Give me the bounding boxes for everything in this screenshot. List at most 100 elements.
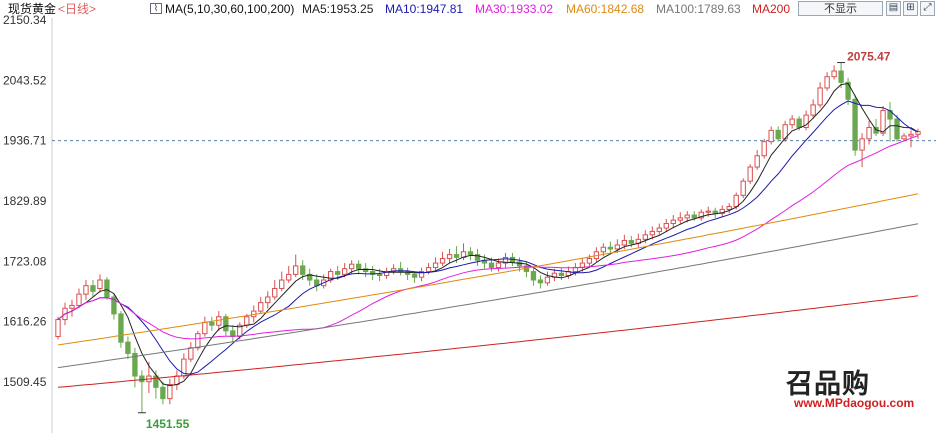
candle-down [838, 70, 844, 83]
candle-down [467, 251, 474, 256]
candle-down [104, 279, 110, 298]
expand-icon[interactable]: ⤢ [920, 1, 935, 16]
candle-down [894, 118, 900, 140]
candle-up [789, 118, 795, 126]
candle-up [279, 279, 285, 289]
candle-up [733, 194, 739, 208]
candle-down [474, 254, 481, 261]
candle-up [901, 135, 907, 140]
candle-up [754, 155, 760, 168]
low-label: 1451.55 [146, 417, 190, 431]
candle-up [272, 287, 278, 298]
candle-down [558, 272, 565, 276]
chart-settings-icon[interactable]: ▤ [886, 1, 901, 16]
y-tick-label: 1829.89 [3, 194, 47, 208]
candle-down [153, 375, 159, 388]
grid-icon[interactable]: ⊞ [903, 1, 918, 16]
candle-up [810, 104, 816, 116]
ma10-line [57, 100, 919, 375]
y-tick-label: 2043.52 [3, 73, 47, 87]
candle-up [244, 316, 250, 326]
candle-up [167, 384, 173, 400]
high-label: 2075.47 [847, 50, 891, 64]
ma60-value: MA60:1842.68 [566, 2, 645, 16]
candle-up [425, 267, 432, 273]
candle-up [740, 180, 746, 196]
candle-up [621, 239, 628, 246]
ma5-line [57, 82, 919, 387]
candle-down [712, 210, 718, 214]
candle-down [125, 341, 131, 354]
candle-up [432, 262, 439, 269]
y-tick-label: 1616.26 [3, 315, 47, 329]
candle-down [530, 271, 537, 281]
candle-up [265, 296, 271, 304]
watermark-logo: 召品购 [786, 369, 870, 400]
candle-down [852, 98, 858, 151]
candle-down [537, 279, 544, 284]
candle-down [376, 273, 383, 276]
candle-up [726, 206, 732, 210]
candle-up [698, 211, 704, 219]
ma10-value: MA10:1947.81 [385, 2, 464, 16]
candle-up [202, 321, 208, 335]
chart-header: 现货黄金 <日线> ⌇ MA(5,10,30,60,100,200) MA5:1… [0, 0, 936, 18]
candle-down [209, 321, 215, 326]
candle-up [768, 129, 774, 143]
candle-up [663, 223, 669, 229]
candle-down [307, 273, 313, 281]
candle-down [488, 262, 495, 269]
candle-up [656, 227, 662, 232]
watermark: 召品购 www.MPdaogou.com [786, 362, 916, 412]
candle-down [516, 261, 523, 267]
ma-indicator-icon[interactable]: ⌇ [150, 3, 162, 14]
y-tick-label: 1509.45 [3, 375, 47, 389]
candle-down [355, 263, 362, 270]
candle-up [824, 76, 830, 89]
candle-down [453, 254, 460, 258]
candle-down [411, 273, 418, 278]
ma100-line [57, 223, 919, 369]
candle-down [230, 330, 236, 338]
candle-up [908, 133, 914, 137]
candle-up [418, 271, 425, 278]
period-label[interactable]: <日线> [58, 2, 97, 16]
ma5-value: MA5:1953.25 [302, 2, 374, 16]
ma30-line [57, 135, 919, 340]
candle-down [300, 265, 306, 275]
candle-up [614, 244, 621, 250]
candle-up [649, 230, 655, 236]
candle-up [286, 273, 292, 281]
candle-up [69, 304, 75, 309]
candle-up [237, 324, 243, 338]
candle-up [439, 258, 446, 264]
candle-up [642, 234, 648, 240]
candle-down [90, 285, 96, 292]
candle-down [118, 313, 124, 343]
candle-up [705, 210, 711, 213]
candle-up [55, 319, 61, 338]
instrument-name: 现货黄金 [8, 2, 57, 16]
candle-up [83, 285, 89, 295]
candle-up [195, 333, 201, 349]
hide-indicator-button[interactable]: 不显示 [798, 1, 883, 16]
candle-up [761, 141, 767, 157]
candle-up [544, 276, 551, 284]
candle-up [719, 208, 725, 214]
candle-down [111, 296, 117, 315]
candle-up [600, 246, 607, 253]
candle-down [796, 118, 802, 129]
y-tick-label: 1723.08 [3, 254, 47, 268]
candle-up [188, 347, 194, 360]
candle-up [747, 166, 753, 182]
y-tick-label: 2150.34 [3, 13, 47, 27]
candle-up [677, 217, 683, 221]
candle-up [880, 110, 886, 134]
candle-up [495, 262, 502, 269]
y-tick-label: 1936.71 [3, 134, 47, 148]
candle-up [390, 268, 397, 273]
candle-down [404, 271, 411, 275]
candle-down [775, 129, 781, 140]
candle-down [845, 81, 851, 100]
